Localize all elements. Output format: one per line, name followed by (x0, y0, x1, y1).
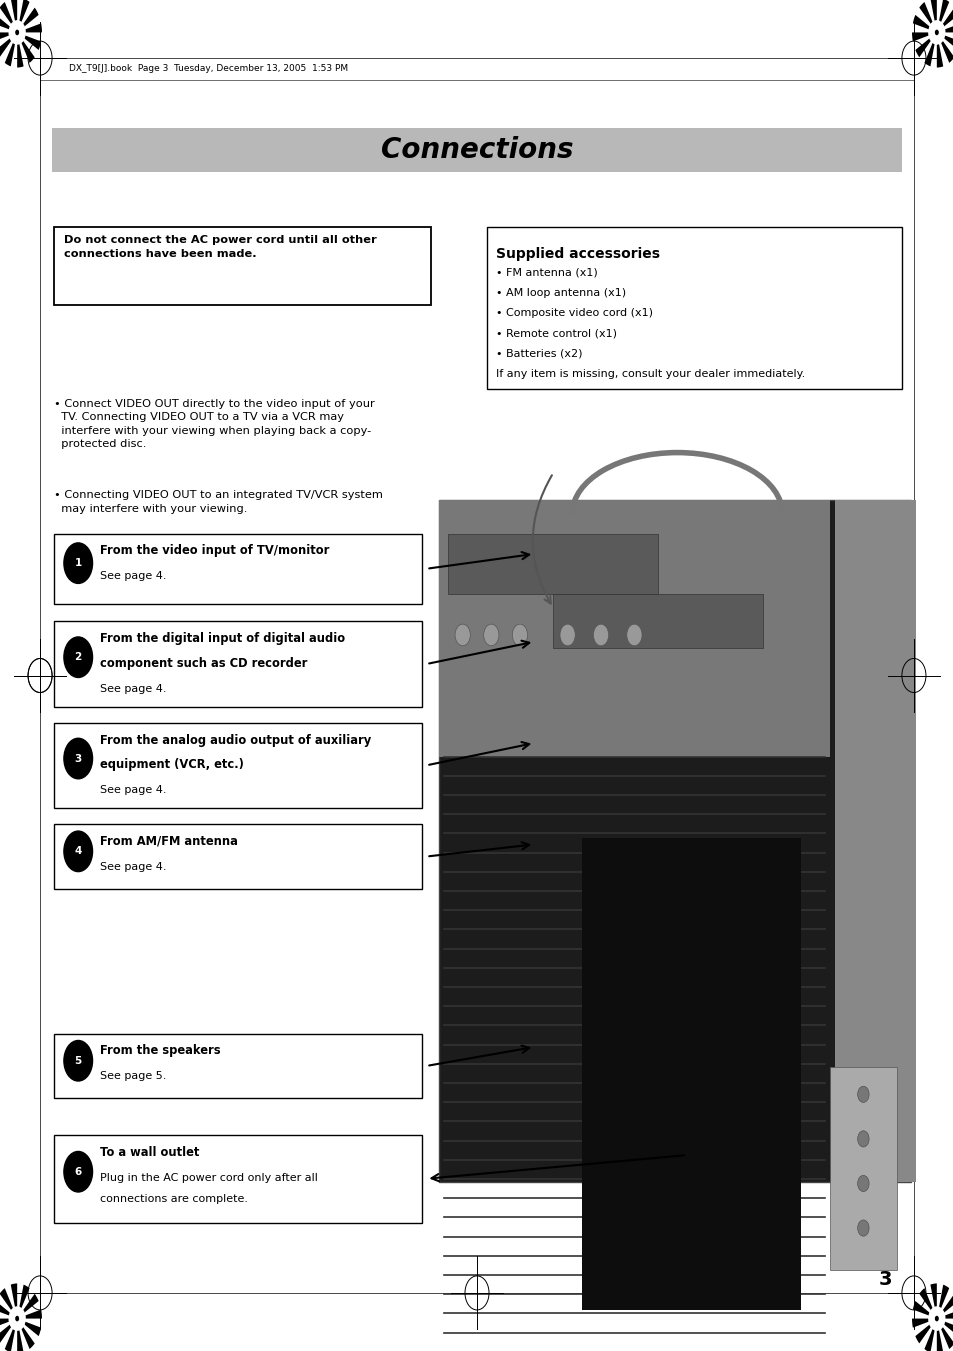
Wedge shape (936, 32, 953, 50)
Wedge shape (17, 1294, 39, 1319)
Text: • Remote control (x1): • Remote control (x1) (496, 328, 617, 338)
FancyBboxPatch shape (829, 1067, 896, 1270)
FancyBboxPatch shape (52, 128, 901, 172)
Text: • Connect VIDEO OUT directly to the video input of your
  TV. Connecting VIDEO O: • Connect VIDEO OUT directly to the vide… (54, 399, 375, 450)
Circle shape (512, 624, 527, 646)
Text: From the digital input of digital audio: From the digital input of digital audio (100, 632, 345, 646)
Wedge shape (17, 1319, 34, 1350)
Circle shape (626, 624, 641, 646)
Wedge shape (5, 1319, 17, 1351)
Text: 5: 5 (74, 1055, 82, 1066)
Text: From the speakers: From the speakers (100, 1044, 220, 1058)
Circle shape (857, 1131, 868, 1147)
Wedge shape (911, 1319, 936, 1328)
Wedge shape (0, 32, 17, 57)
Wedge shape (17, 32, 24, 68)
Text: 4: 4 (74, 846, 82, 857)
Wedge shape (936, 0, 948, 32)
FancyBboxPatch shape (54, 1034, 421, 1098)
Wedge shape (10, 1283, 17, 1319)
Wedge shape (17, 1285, 30, 1319)
Text: • Composite video cord (x1): • Composite video cord (x1) (496, 308, 653, 317)
Wedge shape (17, 32, 41, 50)
Wedge shape (914, 1319, 936, 1343)
FancyBboxPatch shape (438, 500, 910, 1182)
Wedge shape (936, 8, 953, 32)
Circle shape (857, 1086, 868, 1102)
Wedge shape (914, 32, 936, 57)
Wedge shape (936, 1319, 943, 1351)
FancyBboxPatch shape (54, 824, 421, 889)
Wedge shape (17, 1319, 24, 1351)
FancyBboxPatch shape (834, 500, 915, 1182)
Text: From AM/FM antenna: From AM/FM antenna (100, 835, 238, 848)
Wedge shape (0, 1319, 17, 1328)
Wedge shape (919, 1288, 936, 1319)
Circle shape (927, 1306, 944, 1331)
FancyBboxPatch shape (54, 227, 431, 305)
Text: • Batteries (x2): • Batteries (x2) (496, 349, 582, 358)
Text: component such as CD recorder: component such as CD recorder (100, 657, 307, 670)
FancyBboxPatch shape (54, 1135, 421, 1223)
Wedge shape (936, 1285, 948, 1319)
Circle shape (934, 30, 938, 35)
Text: 3: 3 (74, 754, 82, 763)
Wedge shape (17, 1319, 41, 1336)
Text: From the analog audio output of auxiliary: From the analog audio output of auxiliar… (100, 734, 371, 747)
Text: equipment (VCR, etc.): equipment (VCR, etc.) (100, 758, 244, 771)
Text: • AM loop antenna (x1): • AM loop antenna (x1) (496, 288, 625, 297)
FancyBboxPatch shape (438, 500, 829, 757)
Wedge shape (0, 32, 17, 42)
Text: See page 4.: See page 4. (100, 785, 167, 794)
Wedge shape (0, 15, 17, 32)
Circle shape (64, 543, 92, 584)
Wedge shape (936, 32, 953, 63)
Circle shape (559, 624, 575, 646)
Text: 1: 1 (74, 558, 82, 569)
Wedge shape (923, 32, 936, 66)
FancyBboxPatch shape (553, 594, 762, 648)
Wedge shape (5, 32, 17, 66)
FancyBboxPatch shape (581, 838, 801, 1310)
Text: See page 4.: See page 4. (100, 571, 167, 581)
Text: To a wall outlet: To a wall outlet (100, 1146, 199, 1159)
Wedge shape (0, 1, 17, 32)
Wedge shape (936, 1319, 953, 1350)
Circle shape (15, 30, 19, 35)
Wedge shape (936, 32, 943, 68)
Circle shape (64, 1040, 92, 1081)
Text: Do not connect the AC power cord until all other
connections have been made.: Do not connect the AC power cord until a… (64, 235, 376, 258)
Text: Supplied accessories: Supplied accessories (496, 247, 659, 261)
Wedge shape (923, 1319, 936, 1351)
Wedge shape (936, 1309, 953, 1319)
Circle shape (593, 624, 608, 646)
Circle shape (64, 738, 92, 778)
Circle shape (934, 1316, 938, 1321)
Wedge shape (0, 1288, 17, 1319)
Wedge shape (911, 32, 936, 42)
Text: Connections: Connections (380, 136, 573, 163)
Text: DX_T9[J].book  Page 3  Tuesday, December 13, 2005  1:53 PM: DX_T9[J].book Page 3 Tuesday, December 1… (69, 65, 348, 73)
Wedge shape (0, 1301, 17, 1319)
Circle shape (857, 1175, 868, 1192)
Text: From the video input of TV/monitor: From the video input of TV/monitor (100, 544, 329, 558)
Wedge shape (912, 1301, 936, 1319)
Wedge shape (936, 1319, 953, 1336)
Wedge shape (929, 0, 936, 32)
Circle shape (9, 20, 26, 45)
Circle shape (64, 636, 92, 677)
Wedge shape (17, 23, 42, 32)
Wedge shape (17, 0, 30, 32)
Wedge shape (10, 0, 17, 32)
Text: 2: 2 (74, 653, 82, 662)
Circle shape (927, 20, 944, 45)
Wedge shape (919, 1, 936, 32)
Circle shape (64, 831, 92, 871)
Text: • FM antenna (x1): • FM antenna (x1) (496, 267, 598, 277)
Wedge shape (936, 1294, 953, 1319)
Text: 6: 6 (74, 1167, 82, 1177)
Wedge shape (0, 1319, 17, 1343)
Circle shape (857, 1220, 868, 1236)
Text: • Connecting VIDEO OUT to an integrated TV/VCR system
  may interfere with your : • Connecting VIDEO OUT to an integrated … (54, 490, 383, 513)
